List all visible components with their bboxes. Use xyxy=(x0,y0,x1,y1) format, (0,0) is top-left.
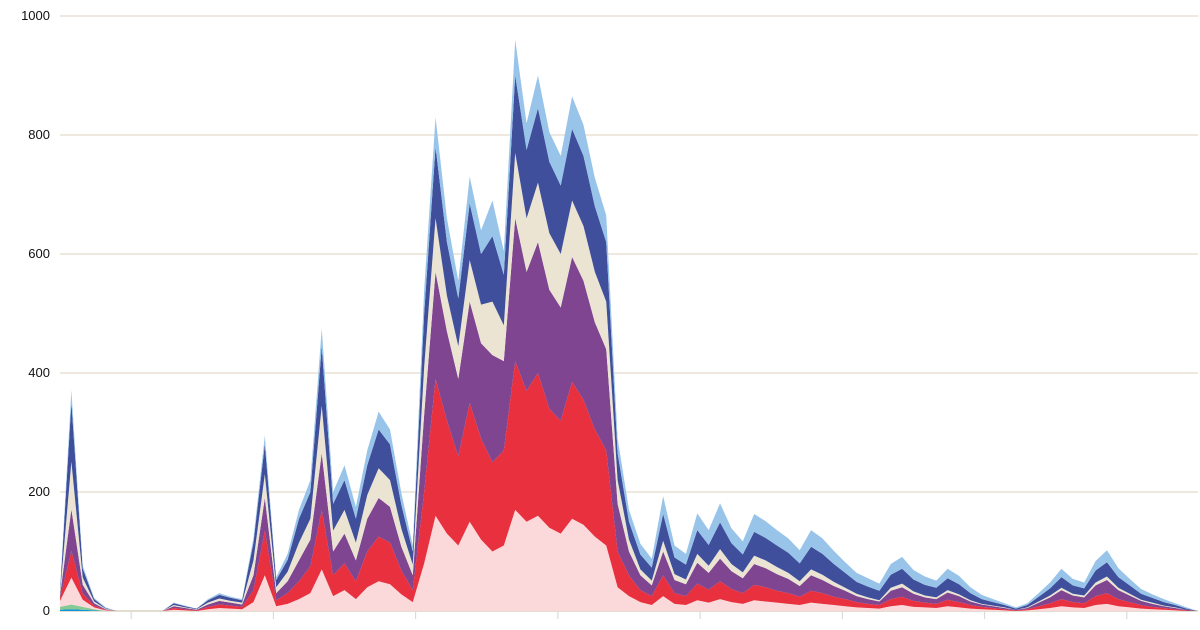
area-series-6 xyxy=(60,152,1198,611)
area-series-5 xyxy=(60,218,1198,612)
area-series-7 xyxy=(60,75,1198,611)
y-tick-label: 1000 xyxy=(21,8,50,23)
y-tick-label: 600 xyxy=(28,246,50,261)
y-tick-label: 0 xyxy=(43,603,50,618)
y-tick-label: 200 xyxy=(28,484,50,499)
y-tick-label: 400 xyxy=(28,365,50,380)
x-axis xyxy=(130,612,1128,619)
area-layers xyxy=(60,39,1198,612)
y-tick-label: 800 xyxy=(28,127,50,142)
area-series-8 xyxy=(60,39,1198,612)
y-axis-labels: 0 200 400 600 800 1000 xyxy=(21,8,50,618)
